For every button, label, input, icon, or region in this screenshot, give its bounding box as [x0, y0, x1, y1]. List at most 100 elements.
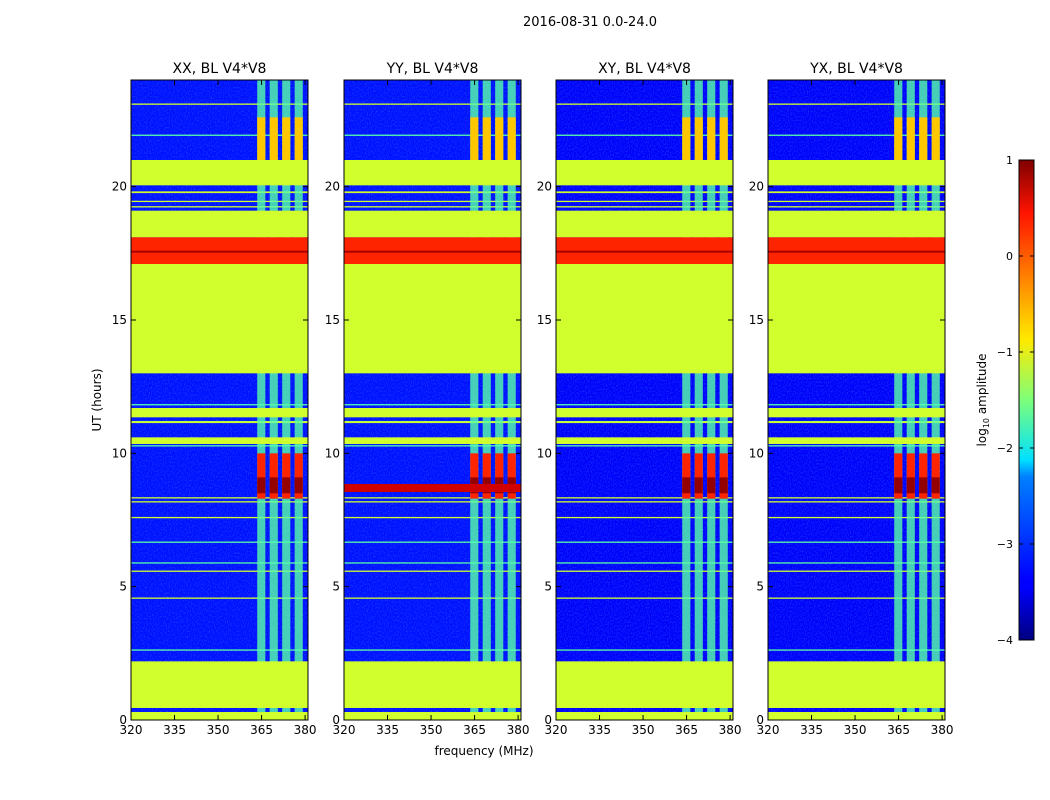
stripe [131, 404, 308, 406]
rfi-peak [906, 477, 915, 494]
stripe [768, 516, 945, 519]
stripe [768, 421, 945, 424]
rfi-burst [282, 453, 291, 499]
rfi-burst [269, 453, 278, 499]
flagged-band [768, 712, 945, 720]
y-tick-label: 20 [749, 180, 764, 194]
flagged-band [768, 264, 945, 374]
rfi-channel [495, 80, 504, 720]
rfi-channel [257, 80, 266, 720]
x-tick-label: 320 [333, 723, 356, 737]
rfi-burst [694, 453, 703, 499]
rfi-channel [282, 80, 291, 720]
stripe [344, 562, 521, 564]
stripe [556, 649, 733, 651]
rfi-upper [931, 117, 940, 160]
strong-band-line [768, 250, 945, 253]
rfi-peak [894, 477, 903, 494]
stripe [556, 597, 733, 599]
y-tick-label: 5 [332, 580, 340, 594]
panel-title: YY, BL V4*V8 [386, 61, 479, 77]
stripe [344, 570, 521, 572]
stripe [768, 597, 945, 599]
rfi-upper [894, 117, 903, 160]
rfi-peak [719, 477, 728, 494]
stripe [768, 497, 945, 499]
colorbar-tick-label: −2 [997, 442, 1013, 455]
stripe [344, 501, 521, 503]
panel-title: XY, BL V4*V8 [598, 61, 691, 77]
stripe [131, 570, 308, 572]
stripe [556, 191, 733, 194]
rfi-channel [682, 80, 691, 720]
rfi-channel [507, 80, 516, 720]
strong-band [768, 237, 945, 264]
x-tick-label: 320 [120, 723, 143, 737]
y-tick-label: 10 [325, 446, 340, 460]
x-tick-label: 380 [719, 723, 742, 737]
stripe [131, 200, 308, 203]
rfi-upper [470, 117, 479, 160]
rfi-burst [495, 453, 504, 499]
rfi-upper [694, 117, 703, 160]
rfi-burst [470, 453, 479, 499]
stripe [556, 206, 733, 208]
stripe [344, 134, 521, 136]
rfi-upper [269, 117, 278, 160]
rfi-burst [931, 453, 940, 499]
stripe [344, 191, 521, 194]
panel-3: YX, BL V4*V8 320 335 350 365 380 0 5 10 15 20 [749, 61, 954, 737]
flagged-band [768, 437, 945, 444]
panel-frame [767, 79, 946, 721]
rfi-upper [507, 117, 516, 160]
rfi-upper [919, 117, 928, 160]
rfi-channel [894, 80, 903, 720]
flagged-band [131, 160, 308, 186]
flagged-band [131, 210, 308, 238]
stripe [556, 562, 733, 564]
flagged-band [344, 264, 521, 374]
stripe [131, 541, 308, 543]
y-tick-label: 20 [112, 180, 127, 194]
colorbar-tick-label: −1 [997, 346, 1013, 359]
y-tick-label: 15 [749, 313, 764, 327]
rfi-burst [707, 453, 716, 499]
y-tick-label: 15 [325, 313, 340, 327]
stripe [344, 516, 521, 519]
stripe [344, 445, 521, 447]
stripe [131, 501, 308, 503]
stripe [131, 649, 308, 651]
stripe [131, 562, 308, 564]
x-tick-label: 335 [376, 723, 399, 737]
x-tick-label: 365 [887, 723, 910, 737]
strong-band-line [556, 250, 733, 253]
colorbar: 1 0 −1 −2 −3 −4 log10 amplitude [975, 154, 1035, 647]
rfi-peak [707, 477, 716, 494]
rfi-channel [719, 80, 728, 720]
x-tick-label: 320 [545, 723, 568, 737]
panel-noise [556, 80, 733, 720]
rfi-channel [269, 80, 278, 720]
stripe [556, 541, 733, 543]
x-tick-label: 350 [844, 723, 867, 737]
panel-frame [555, 79, 734, 721]
flagged-band [131, 437, 308, 444]
figure-title: 2016-08-31 0.0-24.0 [523, 15, 657, 30]
rfi-upper [719, 117, 728, 160]
stripe [556, 134, 733, 136]
rfi-burst [507, 453, 516, 499]
panel-title: XX, BL V4*V8 [173, 61, 267, 77]
x-tick-label: 320 [757, 723, 780, 737]
rfi-channel [707, 80, 716, 720]
x-tick-label: 365 [675, 723, 698, 737]
colorbar-tick-label: 1 [1006, 154, 1013, 167]
rfi-peak [257, 477, 266, 494]
y-tick-label: 0 [756, 713, 764, 727]
stripe [344, 206, 521, 208]
stripe [344, 649, 521, 651]
x-tick-label: 380 [507, 723, 530, 737]
rfi-channel [919, 80, 928, 720]
rfi-channel [906, 80, 915, 720]
x-tick-label: 380 [931, 723, 954, 737]
stripe [768, 541, 945, 543]
